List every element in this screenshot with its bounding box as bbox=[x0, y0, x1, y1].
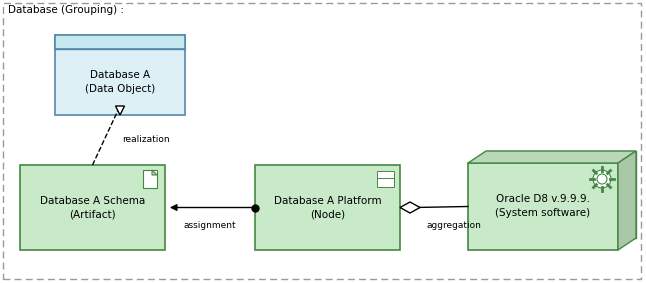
Text: Database A
(Data Object): Database A (Data Object) bbox=[85, 70, 155, 94]
Text: Database A Schema
(Artifact): Database A Schema (Artifact) bbox=[40, 196, 145, 220]
FancyBboxPatch shape bbox=[377, 171, 395, 181]
Circle shape bbox=[597, 174, 607, 184]
Polygon shape bbox=[468, 151, 636, 163]
Bar bbox=[468, 163, 618, 250]
Polygon shape bbox=[618, 151, 636, 250]
Text: Oracle D8 v.9.9.9.
(System software): Oracle D8 v.9.9.9. (System software) bbox=[495, 194, 590, 218]
FancyBboxPatch shape bbox=[377, 179, 395, 188]
Bar bbox=[55, 35, 185, 115]
Bar bbox=[20, 165, 165, 250]
Text: realization: realization bbox=[123, 136, 170, 145]
Polygon shape bbox=[152, 170, 157, 175]
Bar bbox=[143, 170, 157, 188]
Polygon shape bbox=[116, 106, 125, 115]
Text: aggregation: aggregation bbox=[426, 222, 481, 230]
Polygon shape bbox=[400, 202, 420, 213]
Text: Database (Grouping) :: Database (Grouping) : bbox=[8, 5, 124, 15]
Circle shape bbox=[593, 170, 611, 188]
Text: Database A Platform
(Node): Database A Platform (Node) bbox=[274, 196, 381, 220]
Polygon shape bbox=[486, 151, 636, 238]
Text: assignment: assignment bbox=[183, 222, 236, 230]
Bar bbox=[55, 35, 185, 49]
Bar bbox=[255, 165, 400, 250]
